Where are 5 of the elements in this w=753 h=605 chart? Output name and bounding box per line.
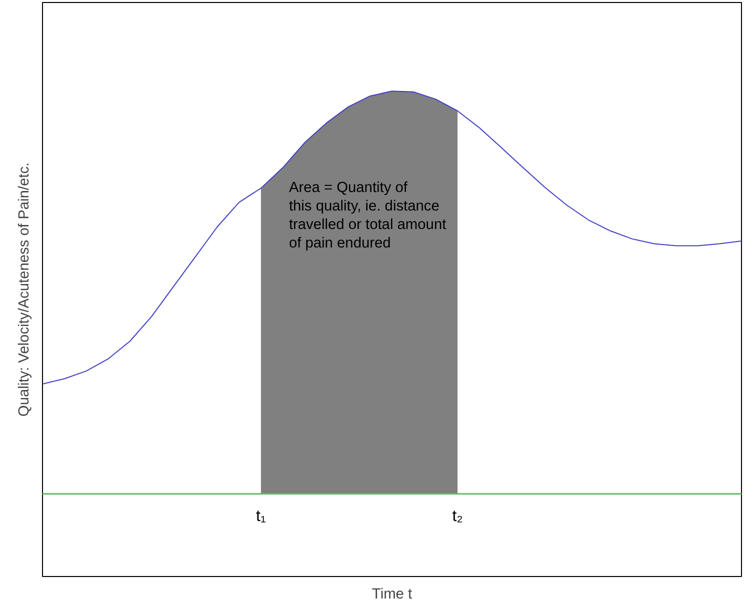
x-tick-label: t₁ — [256, 508, 266, 525]
x-tick-label: t₂ — [452, 508, 463, 525]
y-axis-title: Quality: Velocity/Acuteness of Pain/etc. — [16, 162, 32, 417]
annotation: Area = Quantity of this quality, ie. distance travelled or total amount of pain endured — [288, 180, 446, 252]
x-axis-title: Time t — [372, 586, 412, 602]
